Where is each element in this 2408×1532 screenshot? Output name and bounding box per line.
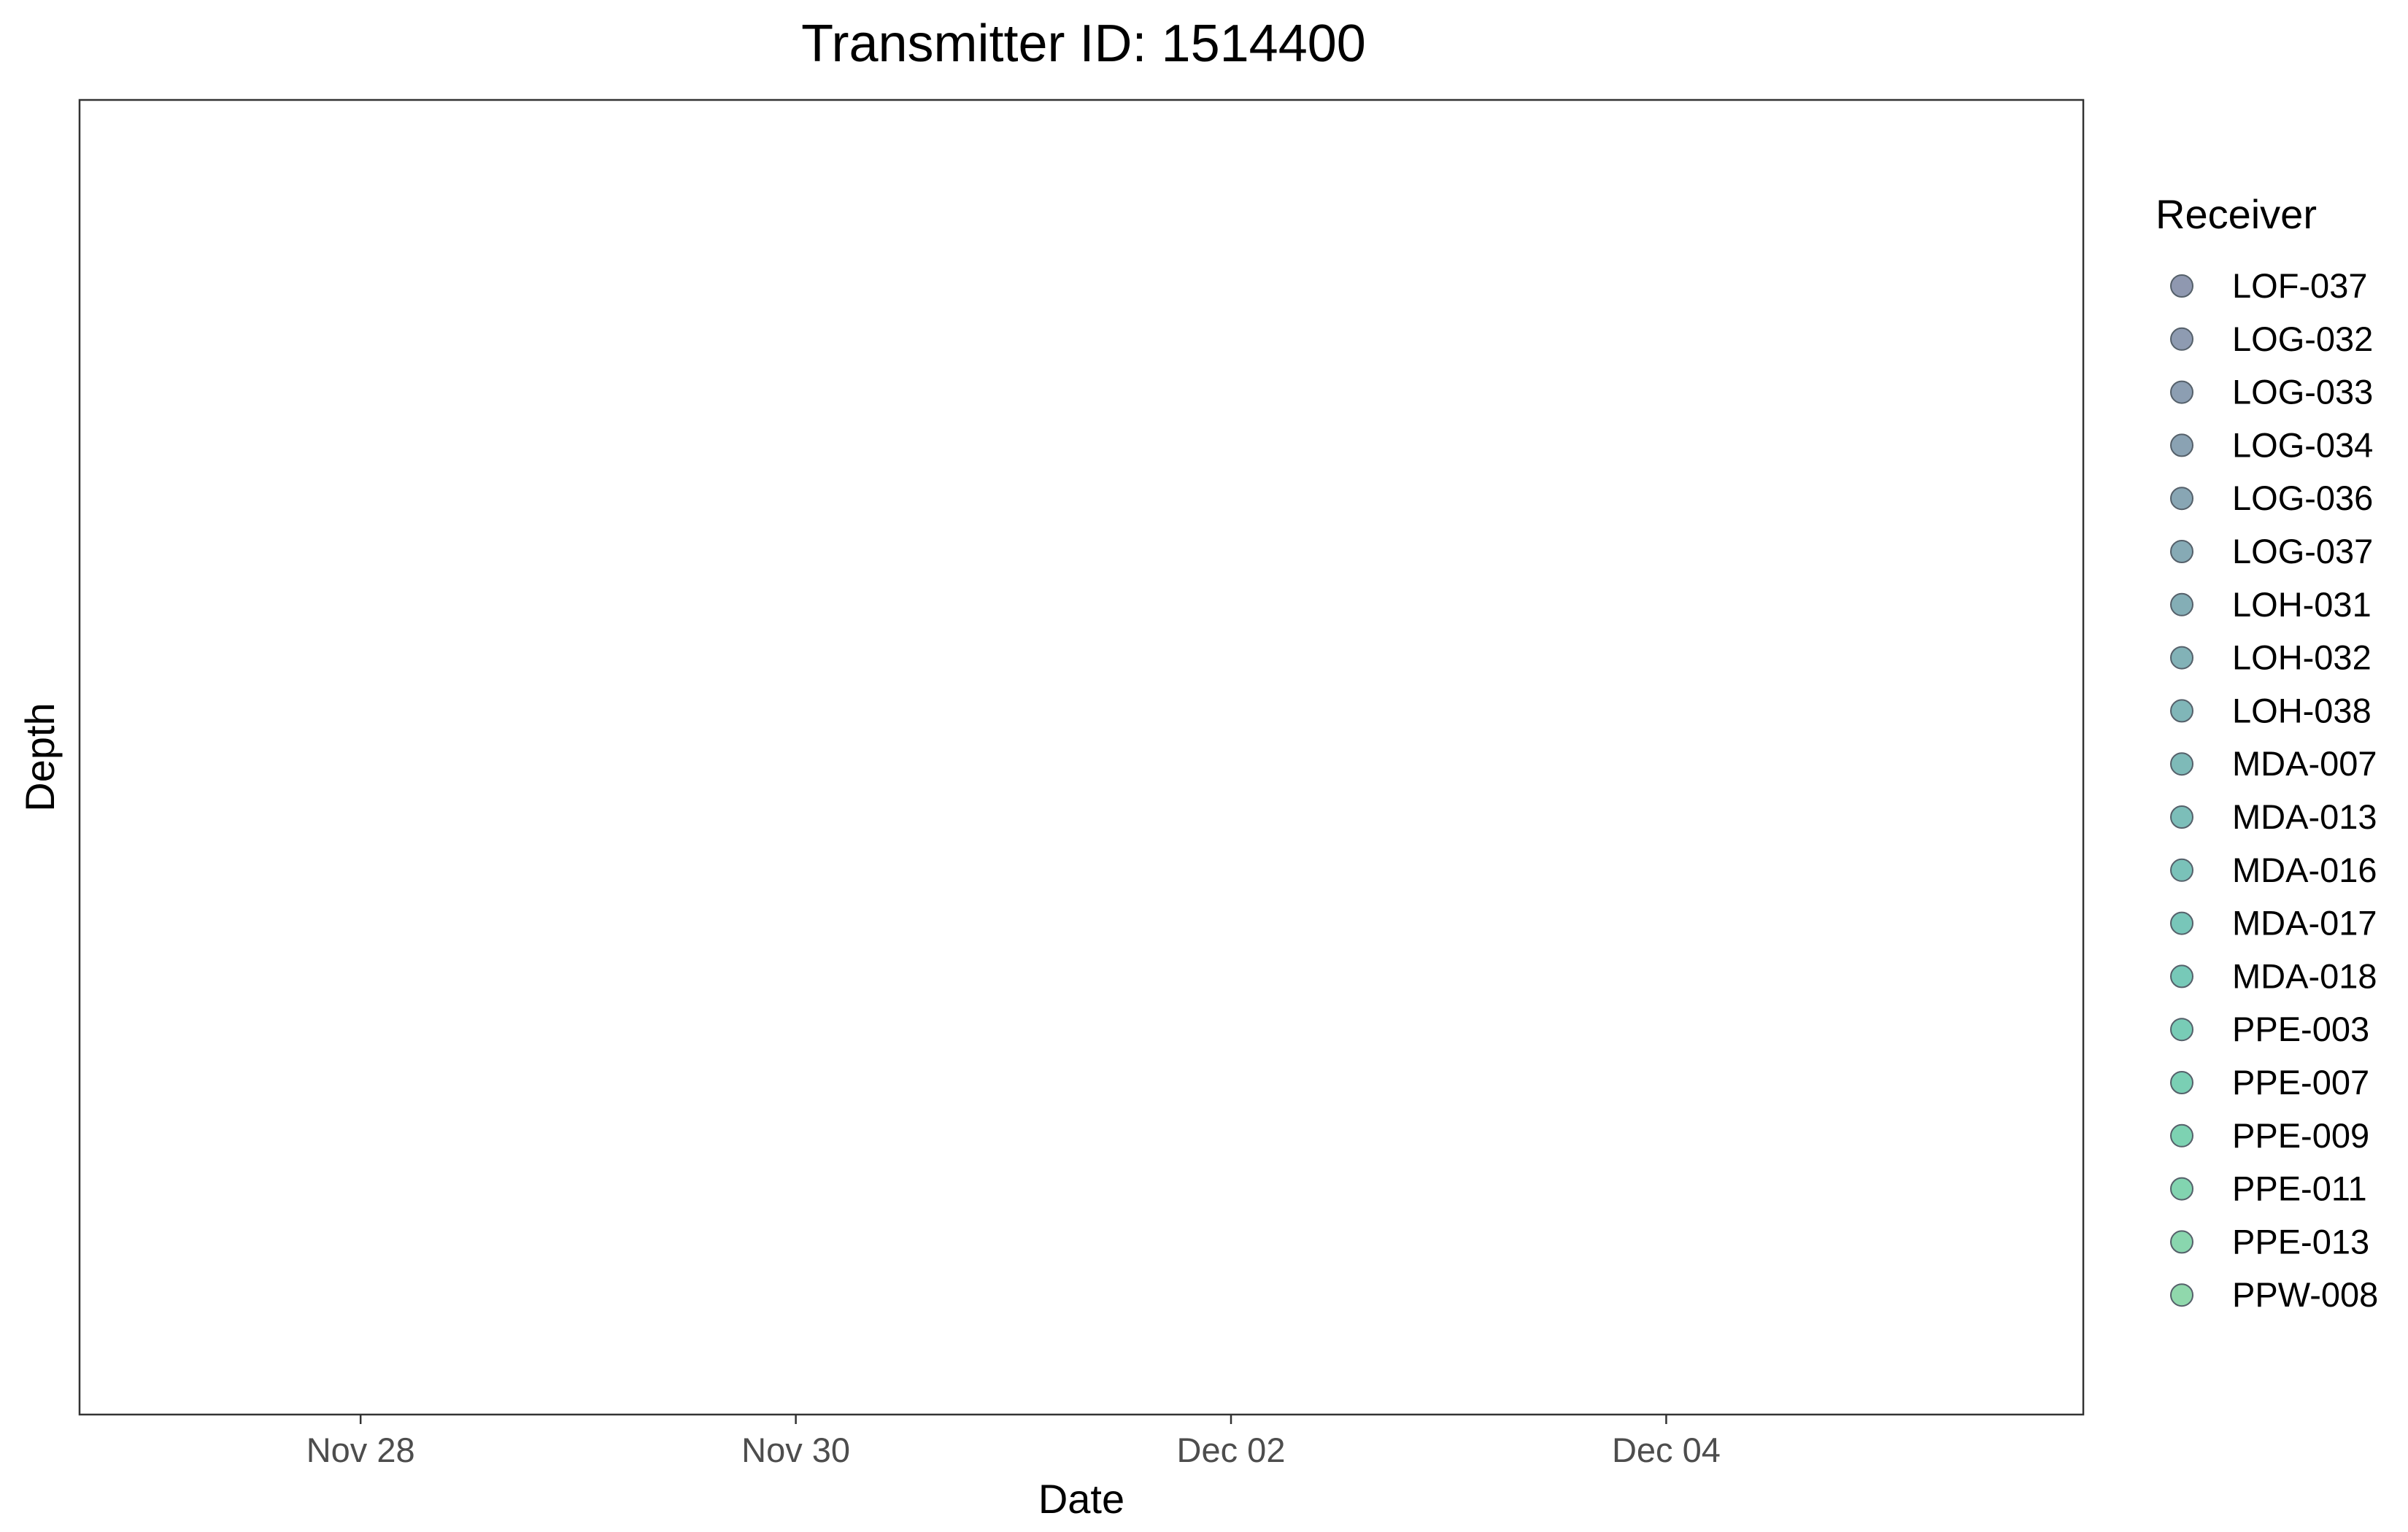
legend-item: MDA-013 bbox=[2170, 797, 2377, 836]
legend-item: LOG-037 bbox=[2170, 532, 2373, 570]
legend-label: PPW-008 bbox=[2232, 1275, 2378, 1314]
legend-key bbox=[2170, 1230, 2193, 1254]
legend-label: MDA-016 bbox=[2232, 851, 2377, 889]
legend-key bbox=[2170, 433, 2193, 457]
legend-item: MDA-017 bbox=[2170, 904, 2377, 943]
legend-item: PPE-003 bbox=[2170, 1010, 2369, 1048]
legend-label: MDA-013 bbox=[2232, 797, 2377, 836]
legend-item: LOG-036 bbox=[2170, 479, 2373, 517]
legend-label: LOH-038 bbox=[2232, 691, 2372, 730]
x-axis-ticks: Nov 28 Nov 30 Dec 02 Dec 04 bbox=[306, 1415, 1721, 1469]
legend-item: MDA-018 bbox=[2170, 956, 2377, 995]
legend-key bbox=[2170, 964, 2193, 989]
legend-item: PPW-008 bbox=[2170, 1275, 2378, 1314]
legend-label: LOG-037 bbox=[2232, 532, 2373, 570]
legend: LOF-037 LOG-032 LOG-033 LOG-034 LOG-036 LOG-0… bbox=[2170, 266, 2378, 1314]
legend-key bbox=[2170, 1071, 2193, 1094]
legend-item: PPE-011 bbox=[2170, 1169, 2367, 1208]
legend-title: Receiver bbox=[2156, 191, 2317, 237]
plot-panel bbox=[78, 98, 2085, 1416]
legend-item: LOH-038 bbox=[2170, 691, 2372, 730]
legend-key bbox=[2170, 858, 2193, 882]
legend-key bbox=[2170, 646, 2193, 670]
legend-key bbox=[2170, 805, 2193, 829]
legend-label: LOG-033 bbox=[2232, 373, 2373, 411]
x-tick-label: Nov 30 bbox=[741, 1431, 850, 1469]
legend-key bbox=[2170, 327, 2193, 351]
x-axis-title: Date bbox=[1038, 1476, 1124, 1522]
x-tick-label: Nov 28 bbox=[306, 1431, 415, 1469]
legend-key bbox=[2170, 1177, 2193, 1201]
legend-item: PPE-009 bbox=[2170, 1116, 2369, 1155]
legend-item: LOH-032 bbox=[2170, 638, 2372, 677]
legend-label: PPE-003 bbox=[2232, 1010, 2369, 1048]
legend-key bbox=[2170, 592, 2193, 616]
legend-label: LOH-031 bbox=[2232, 585, 2372, 624]
legend-label: PPE-009 bbox=[2232, 1116, 2369, 1155]
legend-key bbox=[2170, 911, 2193, 935]
legend-label: LOH-032 bbox=[2232, 638, 2372, 677]
legend-label: MDA-018 bbox=[2232, 956, 2377, 995]
legend-item: MDA-016 bbox=[2170, 851, 2377, 889]
legend-key bbox=[2170, 1018, 2193, 1042]
x-tick-label: Dec 02 bbox=[1177, 1431, 1286, 1469]
legend-item: LOG-033 bbox=[2170, 373, 2373, 411]
legend-item: PPE-007 bbox=[2170, 1063, 2369, 1102]
legend-item: MDA-007 bbox=[2170, 744, 2377, 783]
legend-label: PPE-007 bbox=[2232, 1063, 2369, 1102]
legend-label: PPE-013 bbox=[2232, 1222, 2369, 1261]
legend-key bbox=[2170, 1283, 2193, 1307]
chart-title: Transmitter ID: 1514400 bbox=[801, 15, 1366, 73]
legend-key bbox=[2170, 487, 2193, 511]
y-axis-title: Depth bbox=[17, 703, 63, 811]
legend-item: LOH-031 bbox=[2170, 585, 2372, 624]
legend-label: LOG-034 bbox=[2232, 425, 2373, 464]
legend-item: LOG-032 bbox=[2170, 320, 2373, 358]
legend-key bbox=[2170, 380, 2193, 404]
legend-label: MDA-017 bbox=[2232, 904, 2377, 943]
legend-label: LOG-036 bbox=[2232, 479, 2373, 517]
legend-item: LOG-034 bbox=[2170, 425, 2373, 464]
legend-key bbox=[2170, 699, 2193, 723]
legend-key bbox=[2170, 752, 2193, 776]
legend-label: MDA-007 bbox=[2232, 744, 2377, 783]
legend-label: LOF-037 bbox=[2232, 266, 2367, 305]
legend-key bbox=[2170, 274, 2193, 298]
legend-item: PPE-013 bbox=[2170, 1222, 2369, 1261]
legend-label: LOG-032 bbox=[2232, 320, 2373, 358]
legend-key bbox=[2170, 1123, 2193, 1148]
legend-item: LOF-037 bbox=[2170, 266, 2367, 305]
legend-label: PPE-011 bbox=[2232, 1169, 2367, 1208]
x-tick-label: Dec 04 bbox=[1612, 1431, 1721, 1469]
legend-key bbox=[2170, 540, 2193, 563]
